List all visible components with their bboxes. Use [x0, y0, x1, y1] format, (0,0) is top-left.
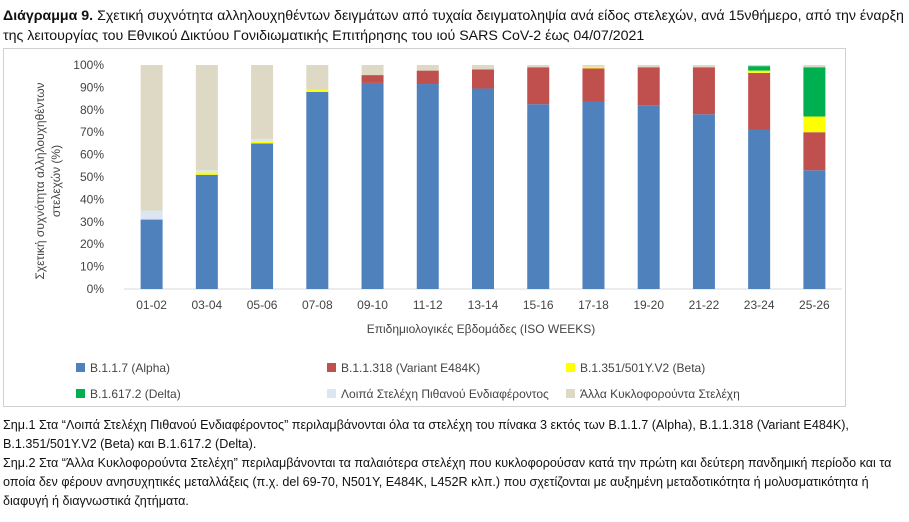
y-tick-label: 70% [80, 125, 104, 139]
bar-segment [748, 72, 771, 130]
y-tick-label: 50% [80, 170, 104, 184]
legend-swatch [327, 363, 336, 372]
bar-segment [803, 132, 826, 171]
bar-segment [527, 65, 550, 68]
legend-label: Άλλα Κυκλοφορούντα Στελέχη [580, 387, 740, 401]
y-tick-label: 0% [87, 282, 105, 296]
bar-segment [416, 70, 439, 85]
bar-segment [251, 138, 274, 142]
bar-segment [140, 219, 163, 289]
bar-segment [803, 65, 826, 68]
bar-segment [748, 70, 771, 73]
bar-segment [140, 210, 163, 220]
x-tick-label: 19-20 [633, 298, 664, 312]
x-tick-label: 05-06 [247, 298, 278, 312]
x-axis-label: Επιδημιολογικές Εβδομάδες (ISO WEEKS) [367, 322, 596, 336]
bar-segment [582, 65, 605, 67]
bar-segment [195, 172, 218, 175]
y-tick-label: 60% [80, 148, 104, 162]
caption-label: Διάγραμμα 9. [3, 8, 94, 24]
bar-segment [527, 67, 550, 105]
y-tick-label: 10% [80, 260, 104, 274]
bar-segment [306, 65, 329, 90]
x-tick-label: 09-10 [357, 298, 388, 312]
legend-swatch [327, 389, 336, 398]
bar-segment [692, 67, 715, 115]
bar-segment [361, 82, 384, 289]
bar-segment [195, 170, 218, 173]
x-tick-label: 01-02 [136, 298, 167, 312]
x-tick-label: 17-18 [578, 298, 609, 312]
bar-segment [748, 66, 771, 71]
x-tick-label: 13-14 [468, 298, 499, 312]
x-tick-label: 15-16 [523, 298, 554, 312]
stacked-bar-chart: 0% 10% 20% 30% 40% 50% 60% 70% 80% 90% 100% 01-02 03… [33, 58, 842, 401]
figure-caption: Διάγραμμα 9. Σχετική συχνότητα αλληλουχη… [3, 6, 908, 46]
legend-swatch [76, 389, 85, 398]
bar-segment [472, 65, 494, 70]
y-tick-label: 30% [80, 215, 104, 229]
x-tick-label: 21-22 [689, 298, 720, 312]
bar-segment [195, 174, 218, 289]
legend-swatch [566, 389, 575, 398]
bar-segment [637, 65, 660, 68]
bar-segment [251, 143, 274, 289]
x-tick-label: 23-24 [744, 298, 775, 312]
bar-segment [692, 114, 715, 289]
bar-segment [195, 65, 218, 171]
bar-segment [748, 65, 771, 67]
bar-segment [472, 69, 494, 89]
footnote-2: Σημ.2 Στα “Άλλα Κυκλοφορούντα Στελέχη” π… [3, 456, 892, 508]
chart-area: 0% 10% 20% 30% 40% 50% 60% 70% 80% 90% 100% 01-02 03… [3, 48, 846, 407]
bar-segment [306, 91, 329, 289]
bar-segment [361, 75, 384, 83]
y-tick-label: 20% [80, 237, 104, 251]
legend-swatch [76, 363, 85, 372]
bar-segment [748, 129, 771, 289]
bar-segment [637, 67, 660, 106]
y-tick-label: 100% [73, 58, 104, 72]
bar-segment [527, 104, 550, 289]
legend-label: B.1.351/501Y.V2 (Beta) [580, 361, 705, 375]
legend-label: B.1.1.7 (Alpha) [90, 361, 170, 375]
bar-segment [637, 105, 660, 289]
bar-segment [472, 88, 494, 289]
x-tick-label: 03-04 [191, 298, 222, 312]
bar-segment [140, 65, 163, 211]
footnotes: Σημ.1 Στα “Λοιπά Στελέχη Πιθανού Ενδιαφέ… [3, 416, 908, 511]
x-tick-label: 11-12 [413, 298, 443, 312]
x-tick-label: 25-26 [799, 298, 830, 312]
x-tick-label: 07-08 [302, 298, 333, 312]
legend-label: Λοιπά Στελέχη Πιθανού Ενδιαφέροντος [341, 387, 549, 401]
footnote-1: Σημ.1 Στα “Λοιπά Στελέχη Πιθανού Ενδιαφέ… [3, 418, 849, 451]
bar-segment [251, 141, 274, 144]
legend-swatch [566, 363, 575, 372]
bar-segment [582, 101, 605, 290]
bar-segment [803, 67, 826, 117]
bar-segment [416, 84, 439, 289]
legend-label: B.1.617.2 (Delta) [90, 387, 181, 401]
bar-segment [582, 66, 605, 69]
y-tick-label: 40% [80, 192, 104, 206]
caption-text: Σχετική συχνότητα αλληλουχηθέντων δειγμά… [3, 8, 904, 44]
y-axis-label: Σχετική συχνότητα αλληλουχηθέντων στελεχώ… [33, 82, 63, 279]
bar-segment [306, 89, 329, 92]
bar-segment [803, 116, 826, 133]
bar-segment [803, 170, 826, 289]
bar-segment [416, 65, 439, 71]
bar-segment [692, 65, 715, 68]
legend-label: B.1.1.318 (Variant E484K) [341, 361, 480, 375]
bar-segment [582, 68, 605, 102]
y-tick-label: 80% [80, 103, 104, 117]
bar-segment [361, 65, 384, 76]
bar-segment [251, 65, 274, 139]
y-tick-label: 90% [80, 80, 104, 94]
